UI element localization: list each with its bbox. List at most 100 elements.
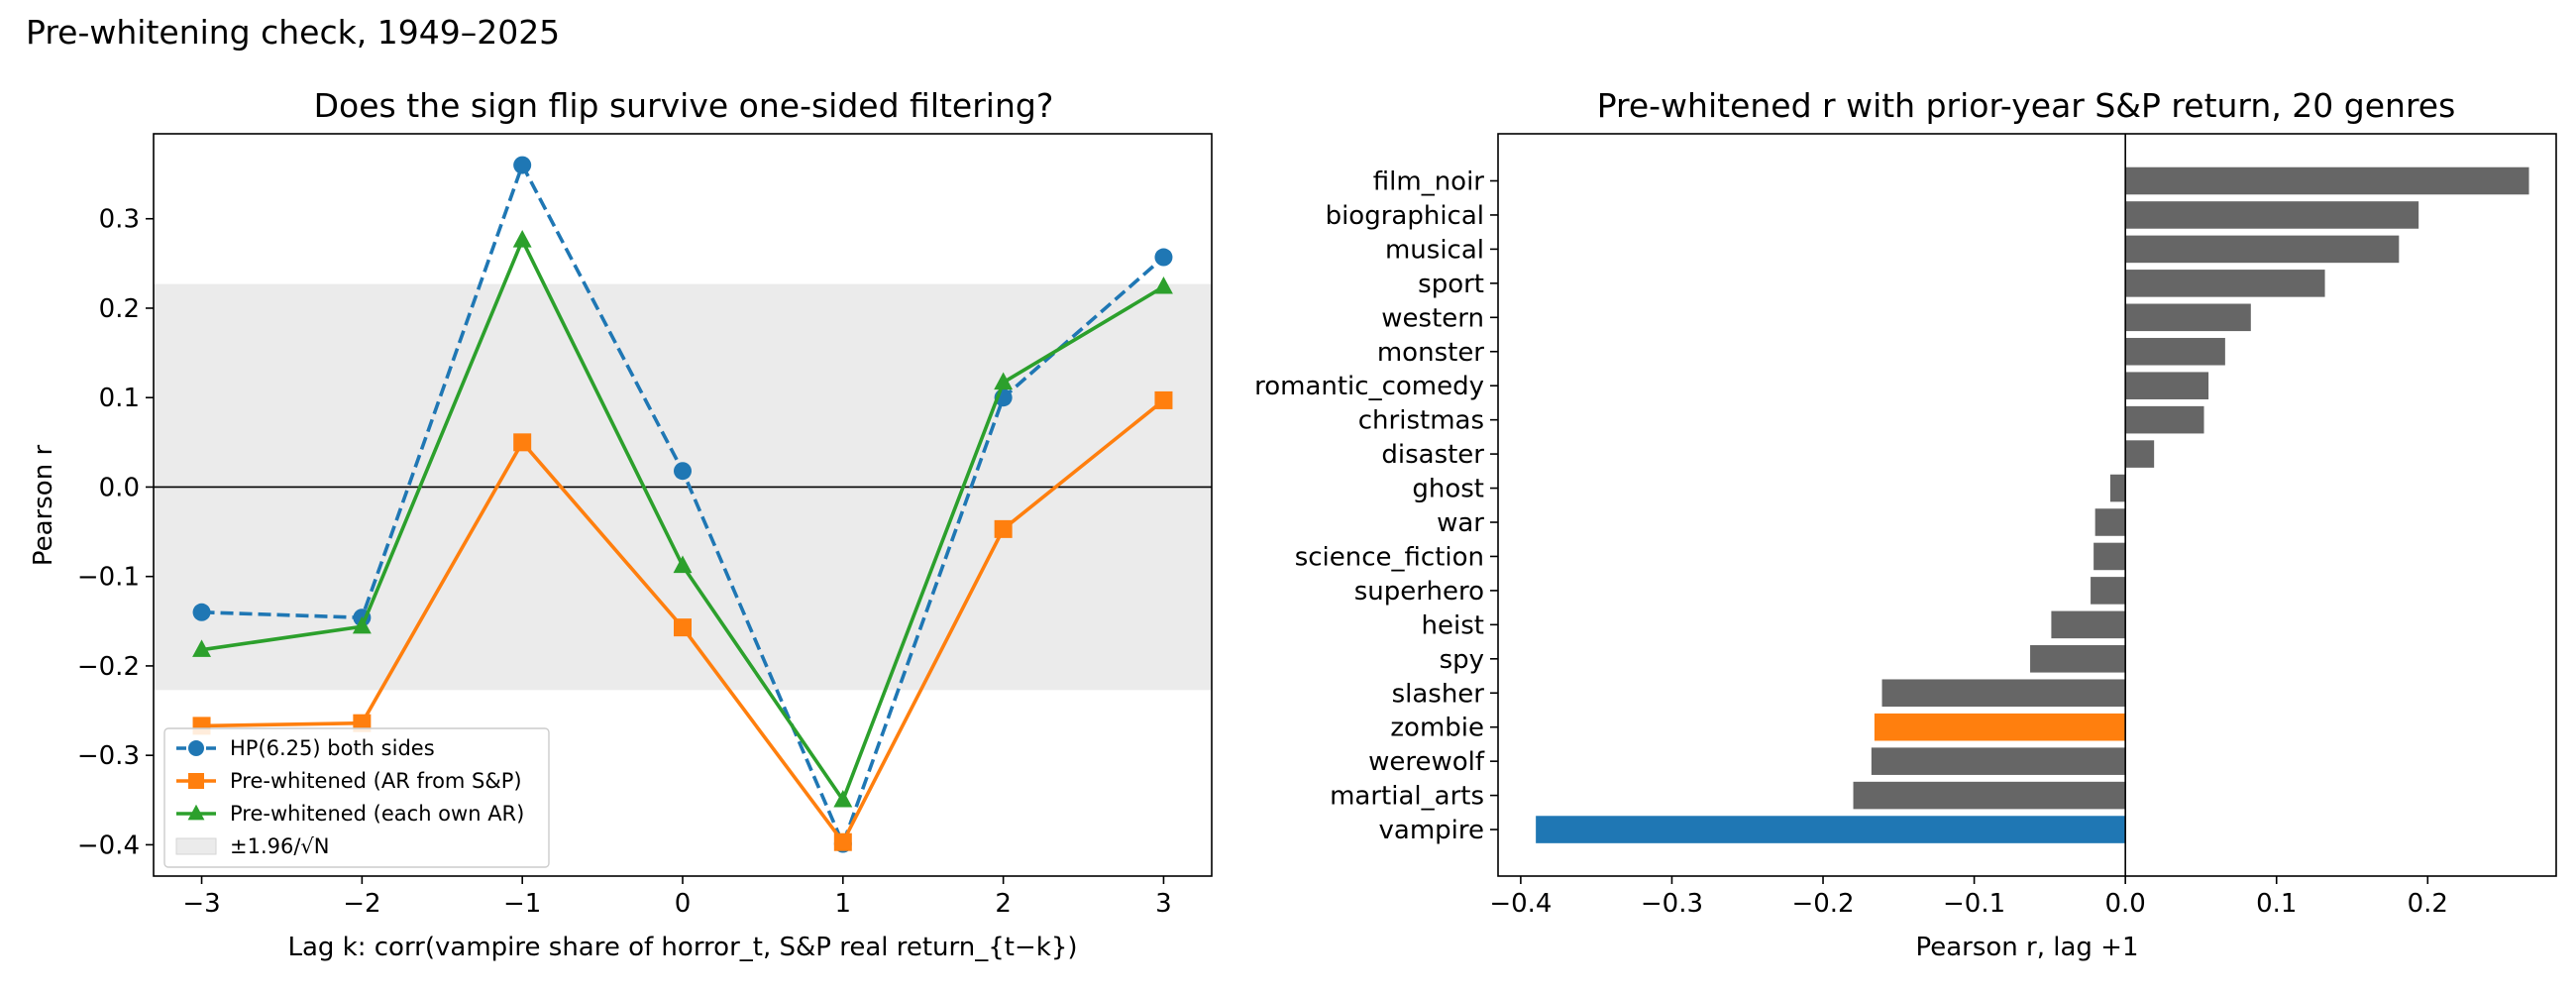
category-label: sport bbox=[1418, 270, 1484, 299]
y-tick-label: −0.1 bbox=[77, 563, 140, 593]
bar-slasher bbox=[1881, 679, 2126, 708]
bar-ghost bbox=[2109, 474, 2126, 502]
line-series-group bbox=[192, 156, 1173, 853]
category-label: zombie bbox=[1390, 714, 1484, 743]
legend-marker bbox=[188, 740, 204, 756]
bar-vampire bbox=[1536, 816, 2126, 843]
bar-spy bbox=[2030, 645, 2126, 673]
y-tick-label: −0.3 bbox=[77, 741, 140, 771]
line-y-axis-label: Pearson r bbox=[29, 445, 58, 567]
y-tick-label: 0.2 bbox=[99, 294, 140, 324]
bar-werewolf bbox=[1871, 747, 2126, 775]
bar-biographical bbox=[2125, 201, 2419, 229]
bar-plot-frame bbox=[1497, 133, 2557, 877]
series-1-point bbox=[513, 156, 532, 174]
line-chart-panel: Does the sign flip survive one-sided fil… bbox=[29, 86, 1213, 962]
bar-category-labels: film_noir biographical musical sport western… bbox=[1254, 167, 1498, 845]
series-1-point bbox=[674, 462, 692, 481]
x-tick-label: 0.2 bbox=[2408, 889, 2448, 919]
series-3 bbox=[192, 230, 1173, 808]
category-label: disaster bbox=[1381, 440, 1484, 470]
series-3-point bbox=[1154, 276, 1173, 294]
bar-film_noir bbox=[2125, 166, 2529, 195]
legend-marker bbox=[187, 804, 205, 821]
bar-superhero bbox=[2091, 577, 2126, 605]
category-label: slasher bbox=[1392, 679, 1485, 709]
series-3-point bbox=[673, 555, 693, 574]
x-tick-label: −0.4 bbox=[1489, 889, 1552, 919]
legend-label: Pre-whitened (each own AR) bbox=[230, 802, 524, 826]
bar-heist bbox=[2051, 610, 2126, 639]
x-tick-label: 3 bbox=[1155, 889, 1172, 919]
legend-box bbox=[163, 727, 550, 868]
category-label: ghost bbox=[1412, 475, 1484, 504]
y-tick-label: −0.4 bbox=[77, 830, 140, 860]
bar-group bbox=[1536, 166, 2529, 843]
category-label: biographical bbox=[1326, 201, 1484, 231]
bar-disaster bbox=[2125, 440, 2155, 468]
category-label: spy bbox=[1440, 645, 1484, 675]
x-tick-label: 1 bbox=[835, 889, 852, 919]
y-tick-label: 0.0 bbox=[99, 473, 140, 502]
legend-label: Pre-whitened (AR from S&P) bbox=[230, 769, 522, 793]
line-x-axis-label: Lag k: corr(vampire share of horror_t, S… bbox=[287, 933, 1077, 962]
bar-x-axis-label: Pearson r, lag +1 bbox=[1915, 933, 2138, 962]
x-tick-label: 0.1 bbox=[2256, 889, 2297, 919]
category-label: heist bbox=[1422, 610, 1484, 640]
bar-christmas bbox=[2125, 405, 2204, 434]
figure-title: Pre-whitening check, 1949–2025 bbox=[26, 13, 560, 52]
category-label: western bbox=[1381, 303, 1484, 333]
bar-western bbox=[2125, 303, 2251, 332]
series-3-point bbox=[833, 789, 853, 808]
y-tick-label: −0.2 bbox=[77, 652, 140, 682]
series-2-point bbox=[994, 519, 1013, 538]
x-tick-label: −0.1 bbox=[1943, 889, 2005, 919]
series-3-point bbox=[994, 372, 1014, 390]
bar-science_fiction bbox=[2093, 542, 2126, 571]
bar-chart-title: Pre-whitened r with prior-year S&P retur… bbox=[1597, 86, 2456, 125]
category-label: film_noir bbox=[1373, 167, 1485, 197]
category-label: christmas bbox=[1358, 406, 1484, 436]
series-2-point bbox=[674, 618, 692, 637]
bar-martial_arts bbox=[1853, 781, 2126, 810]
series-2-point bbox=[353, 714, 372, 732]
line-legend: HP(6.25) both sides Pre-whitened (AR from… bbox=[163, 727, 550, 868]
bar-x-ticks: −0.4 −0.3 −0.2 −0.1 0.0 0.1 0.2 bbox=[1489, 876, 2448, 919]
series-2-point bbox=[1154, 390, 1173, 409]
series-3-point bbox=[512, 230, 532, 248]
x-tick-label: −1 bbox=[503, 889, 541, 919]
category-label: musical bbox=[1385, 235, 1484, 265]
category-label: werewolf bbox=[1368, 747, 1485, 777]
bar-sport bbox=[2125, 270, 2325, 297]
x-tick-label: −2 bbox=[343, 889, 380, 919]
category-label: science_fiction bbox=[1295, 542, 1484, 572]
bar-chart-panel: Pre-whitened r with prior-year S&P retur… bbox=[1254, 86, 2557, 962]
category-label: romantic_comedy bbox=[1254, 372, 1484, 401]
series-2 bbox=[192, 390, 1173, 851]
series-1-point bbox=[1154, 248, 1173, 267]
bar-war bbox=[2094, 508, 2126, 536]
y-tick-label: 0.1 bbox=[99, 384, 140, 413]
x-tick-label: −3 bbox=[182, 889, 220, 919]
series-2-point bbox=[833, 832, 852, 851]
legend-label: ±1.96/√N bbox=[230, 834, 330, 858]
category-label: war bbox=[1437, 508, 1484, 538]
legend-band-swatch bbox=[175, 837, 217, 855]
x-tick-label: 0 bbox=[675, 889, 692, 919]
line-chart-title: Does the sign flip survive one-sided fil… bbox=[314, 86, 1054, 125]
legend-marker bbox=[188, 773, 204, 789]
category-label: martial_arts bbox=[1330, 782, 1484, 812]
series-1-point bbox=[192, 603, 211, 621]
bar-musical bbox=[2125, 235, 2400, 264]
x-tick-label: 2 bbox=[995, 889, 1012, 919]
series-3-point bbox=[192, 639, 211, 657]
line-y-ticks: −0.4 −0.3 −0.2 −0.1 0.0 0.1 0.2 0.3 bbox=[77, 205, 154, 860]
y-tick-label: 0.3 bbox=[99, 205, 140, 235]
series-3-point bbox=[352, 615, 372, 634]
category-label: superhero bbox=[1354, 577, 1484, 607]
x-tick-label: −0.3 bbox=[1641, 889, 1703, 919]
bar-zombie bbox=[1874, 713, 2126, 741]
line-x-ticks: −3 −2 −1 0 1 2 3 bbox=[182, 876, 1172, 919]
bar-romantic_comedy bbox=[2125, 372, 2209, 399]
